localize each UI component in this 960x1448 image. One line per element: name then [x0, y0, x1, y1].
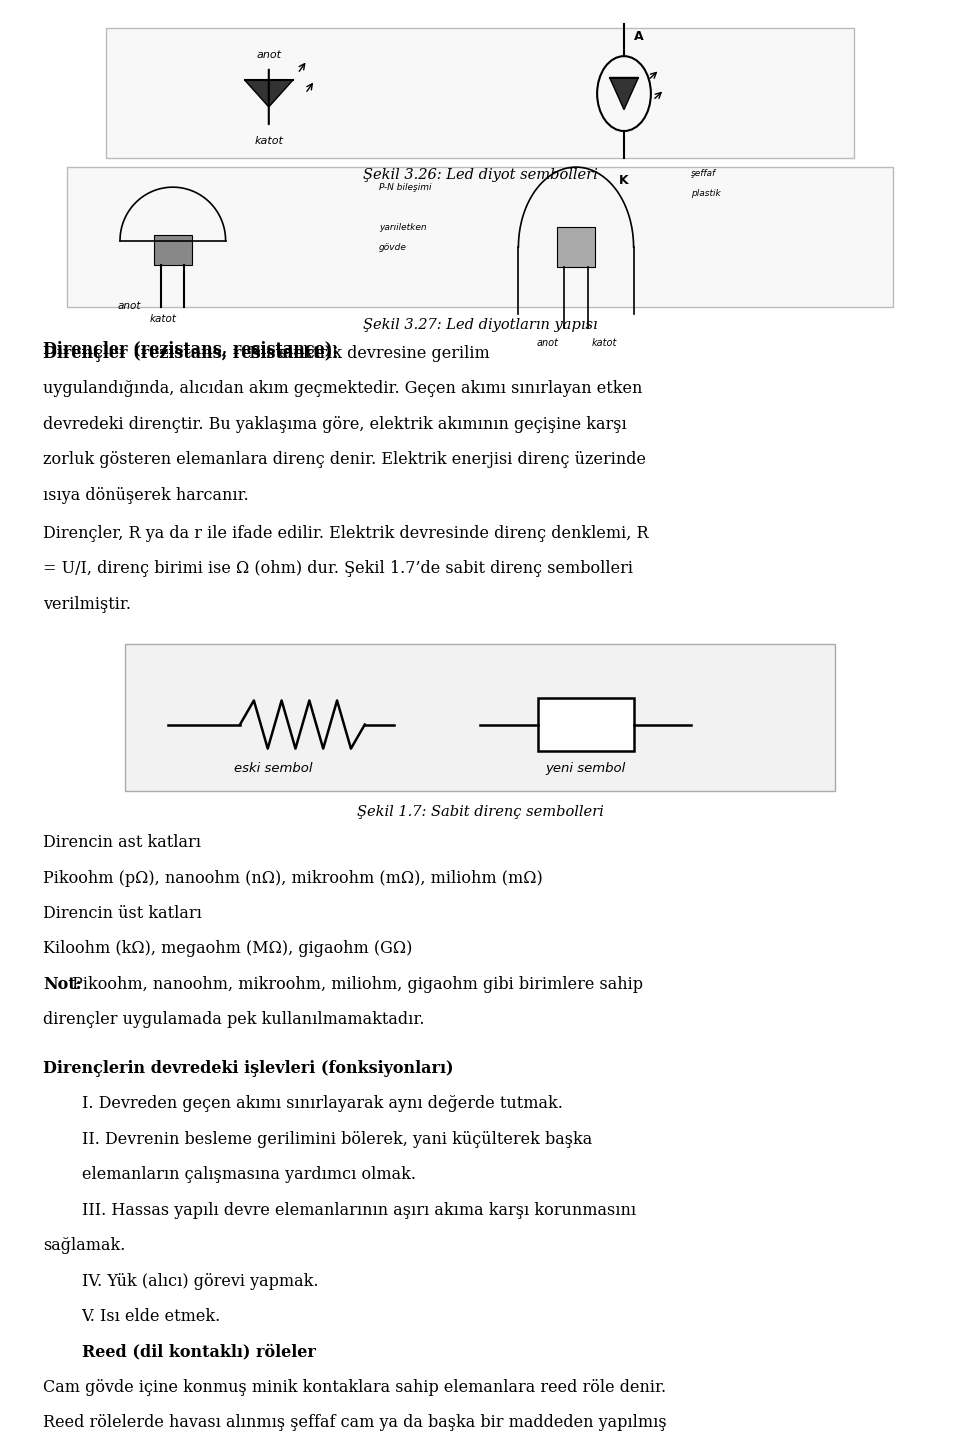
Text: = U/I, direnç birimi ise Ω (ohm) dur. Şekil 1.7’de sabit direnç sembolleri: = U/I, direnç birimi ise Ω (ohm) dur. Şe…: [43, 560, 634, 578]
Text: verilmiştir.: verilmiştir.: [43, 595, 132, 613]
Text: Dirençler (rezistans, resistance):: Dirençler (rezistans, resistance):: [43, 340, 339, 358]
Text: Direncin ast katları: Direncin ast katları: [43, 834, 202, 851]
Text: katot: katot: [254, 136, 283, 146]
Text: Direncin üst katları: Direncin üst katları: [43, 905, 202, 922]
Text: Not:: Not:: [43, 976, 82, 993]
FancyBboxPatch shape: [557, 227, 595, 268]
Text: elemanların çalışmasına yardımcı olmak.: elemanların çalışmasına yardımcı olmak.: [82, 1166, 416, 1183]
Text: Reed rölelerde havası alınmış şeffaf cam ya da başka bir maddeden yapılmış: Reed rölelerde havası alınmış şeffaf cam…: [43, 1415, 667, 1431]
Text: Şekil 3.27: Led diyotların yapısı: Şekil 3.27: Led diyotların yapısı: [363, 319, 597, 332]
Text: P-N bileşimi: P-N bileşimi: [379, 182, 432, 191]
Text: Pikoohm, nanoohm, mikroohm, miliohm, gigaohm gibi birimlere sahip: Pikoohm, nanoohm, mikroohm, miliohm, gig…: [67, 976, 643, 993]
Text: III. Hassas yapılı devre elemanlarının aşırı akıma karşı korunmasını: III. Hassas yapılı devre elemanlarının a…: [82, 1202, 636, 1219]
Text: eski sembol: eski sembol: [234, 762, 313, 775]
Text: Bir elektrik devresine gerilim: Bir elektrik devresine gerilim: [244, 345, 490, 362]
Text: uygulandığında, alıcıdan akım geçmektedir. Geçen akımı sınırlayan etken: uygulandığında, alıcıdan akım geçmektedi…: [43, 381, 642, 397]
FancyBboxPatch shape: [538, 698, 634, 752]
Text: Şekil 1.7: Sabit direnç sembolleri: Şekil 1.7: Sabit direnç sembolleri: [356, 805, 604, 818]
Text: anot: anot: [537, 339, 558, 348]
Text: anot: anot: [118, 301, 141, 311]
Text: K: K: [619, 174, 629, 187]
Text: I. Devreden geçen akımı sınırlayarak aynı değerde tutmak.: I. Devreden geçen akımı sınırlayarak ayn…: [82, 1096, 563, 1112]
Text: Dirençler (rezistans, resistance):: Dirençler (rezistans, resistance):: [43, 345, 339, 362]
Text: sağlamak.: sağlamak.: [43, 1237, 126, 1254]
Text: katot: katot: [150, 314, 177, 324]
Text: Dirençlerin devredeki işlevleri (fonksiyonları): Dirençlerin devredeki işlevleri (fonksiy…: [43, 1060, 454, 1077]
Text: V. Isı elde etmek.: V. Isı elde etmek.: [82, 1308, 221, 1325]
Text: plastik: plastik: [691, 190, 721, 198]
Text: şeffaf: şeffaf: [691, 169, 716, 178]
FancyBboxPatch shape: [106, 28, 854, 158]
Text: Dirençler, R ya da r ile ifade edilir. Elektrik devresinde direnç denklemi, R: Dirençler, R ya da r ile ifade edilir. E…: [43, 524, 649, 542]
Text: Şekil 3.26: Led diyot sembolleri: Şekil 3.26: Led diyot sembolleri: [363, 168, 597, 182]
Text: Reed (dil kontaklı) röleler: Reed (dil kontaklı) röleler: [82, 1344, 316, 1361]
Text: Kiloohm (kΩ), megaohm (MΩ), gigaohm (GΩ): Kiloohm (kΩ), megaohm (MΩ), gigaohm (GΩ): [43, 940, 413, 957]
Text: Pikoohm (pΩ), nanoohm (nΩ), mikroohm (mΩ), miliohm (mΩ): Pikoohm (pΩ), nanoohm (nΩ), mikroohm (mΩ…: [43, 870, 543, 886]
Text: yeni sembol: yeni sembol: [545, 762, 626, 775]
Text: katot: katot: [592, 339, 617, 348]
FancyBboxPatch shape: [154, 235, 192, 265]
FancyBboxPatch shape: [125, 644, 835, 792]
Polygon shape: [610, 78, 638, 110]
Text: anot: anot: [256, 51, 281, 61]
Text: A: A: [634, 30, 643, 43]
FancyBboxPatch shape: [67, 167, 893, 307]
Text: dirençler uygulamada pek kullanılmamaktadır.: dirençler uygulamada pek kullanılmamakta…: [43, 1011, 424, 1028]
Text: ısıya dönüşerek harcanır.: ısıya dönüşerek harcanır.: [43, 487, 249, 504]
Polygon shape: [245, 80, 293, 107]
Text: devredeki dirençtir. Bu yaklaşıma göre, elektrik akımının geçişine karşı: devredeki dirençtir. Bu yaklaşıma göre, …: [43, 416, 627, 433]
Text: zorluk gösteren elemanlara direnç denir. Elektrik enerjisi direnç üzerinde: zorluk gösteren elemanlara direnç denir.…: [43, 452, 646, 468]
Text: II. Devrenin besleme gerilimini bölerek, yani küçülterek başka: II. Devrenin besleme gerilimini bölerek,…: [82, 1131, 592, 1148]
Text: Cam gövde içine konmuş minik kontaklara sahip elemanlara reed röle denir.: Cam gövde içine konmuş minik kontaklara …: [43, 1378, 666, 1396]
Text: yarıiletken: yarıiletken: [379, 223, 427, 232]
Text: IV. Yük (alıcı) görevi yapmak.: IV. Yük (alıcı) görevi yapmak.: [82, 1273, 318, 1290]
Text: gövde: gövde: [379, 243, 407, 252]
